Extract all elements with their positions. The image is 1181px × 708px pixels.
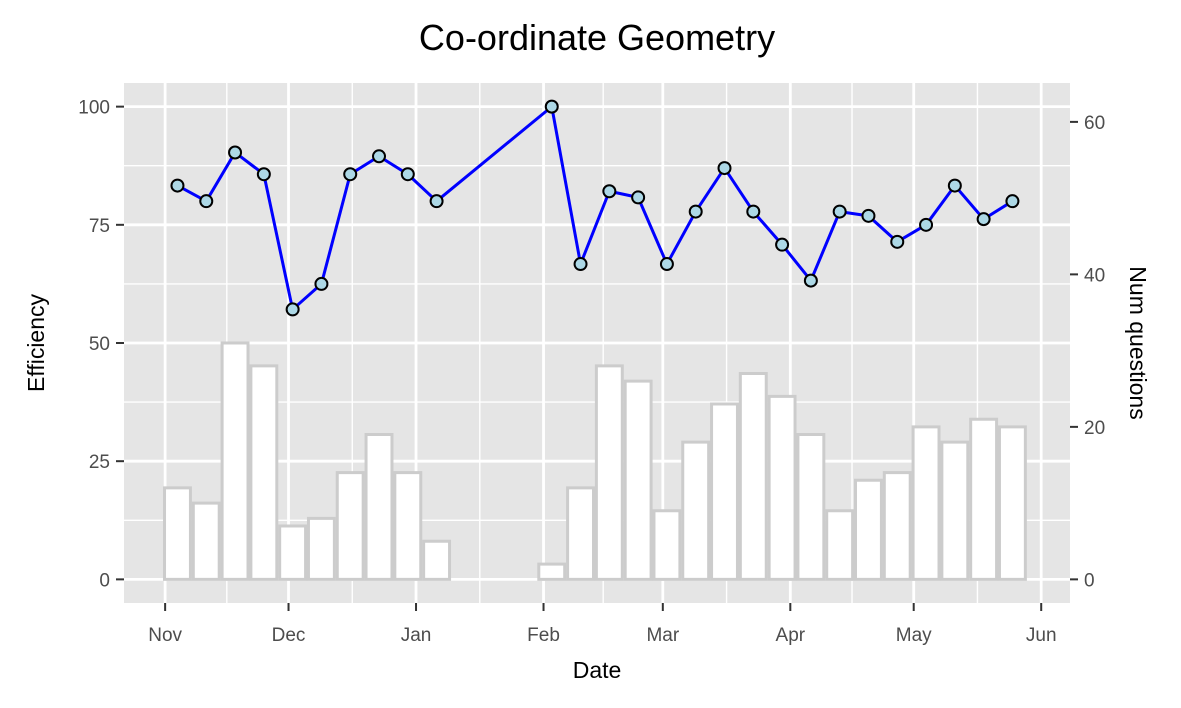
bar xyxy=(249,364,279,581)
bar xyxy=(825,509,855,581)
bar xyxy=(566,486,596,581)
line-point xyxy=(372,149,387,164)
line-point xyxy=(688,204,703,219)
x-tick-label: Feb xyxy=(527,625,560,646)
bar xyxy=(393,471,423,581)
line-point xyxy=(775,237,790,252)
y-right-tick-label: 20 xyxy=(1084,418,1105,439)
bar xyxy=(163,486,192,581)
y-left-tick-label: 75 xyxy=(89,216,110,237)
bar xyxy=(969,417,999,581)
bar xyxy=(278,524,308,581)
y-right-tick-label: 0 xyxy=(1084,570,1095,591)
bar xyxy=(623,379,653,581)
line-point xyxy=(285,302,300,317)
x-tick-label: Nov xyxy=(148,625,182,646)
x-axis-title: Date xyxy=(573,657,622,683)
bar xyxy=(594,364,624,581)
line-point xyxy=(746,204,761,219)
bar xyxy=(882,471,912,581)
bar xyxy=(911,425,941,581)
y-left-tick-label: 100 xyxy=(78,98,110,119)
y-axis-right-title: Num questions xyxy=(1125,266,1151,419)
bar xyxy=(220,341,250,581)
line-point xyxy=(573,257,588,272)
line-point xyxy=(717,161,732,176)
y-axis-left-title: Efficiency xyxy=(23,293,49,392)
line-point xyxy=(861,208,876,223)
y-left-tick-label: 25 xyxy=(89,452,110,473)
line-point xyxy=(256,167,271,182)
bar xyxy=(335,471,365,581)
bar xyxy=(652,509,682,581)
line-point xyxy=(228,145,243,160)
y-left-tick-label: 50 xyxy=(89,334,110,355)
bar xyxy=(767,394,797,581)
x-tick-label: Jan xyxy=(401,625,432,646)
chart-title: Co-ordinate Geometry xyxy=(419,17,775,58)
y-right-tick-label: 60 xyxy=(1084,113,1105,134)
line-point xyxy=(947,178,962,193)
x-tick-label: Dec xyxy=(272,625,306,646)
line-point xyxy=(429,194,444,209)
line-point xyxy=(919,217,934,232)
bar xyxy=(940,440,970,581)
line-point xyxy=(832,204,847,219)
bar xyxy=(306,516,336,581)
bar xyxy=(422,539,452,581)
line-point xyxy=(343,167,358,182)
line-point xyxy=(890,234,905,249)
line-point xyxy=(544,99,559,114)
line-point xyxy=(400,167,415,182)
bar xyxy=(364,432,394,581)
bar xyxy=(997,425,1027,581)
line-point xyxy=(803,273,818,288)
x-tick-label: Apr xyxy=(776,625,806,646)
y-right-tick-label: 40 xyxy=(1084,265,1105,286)
line-point xyxy=(314,276,329,291)
y-left-tick-label: 0 xyxy=(99,570,110,591)
bar xyxy=(710,402,739,581)
plot-area: Nov Dec Jan Feb Mar Apr May Jun 0 25 50 75 100 0 20 40 6… xyxy=(78,83,1105,646)
line-point xyxy=(199,194,214,209)
line-point xyxy=(170,178,185,193)
line-point xyxy=(602,184,617,199)
bar xyxy=(681,440,711,581)
bar xyxy=(537,562,567,581)
bar xyxy=(191,501,221,581)
line-point xyxy=(976,212,991,227)
x-tick-label: May xyxy=(896,625,932,646)
bar xyxy=(738,371,768,581)
x-tick-label: Jun xyxy=(1026,625,1057,646)
bar xyxy=(796,432,826,581)
line-point xyxy=(659,257,674,272)
bar xyxy=(854,478,883,581)
line-point xyxy=(631,190,646,205)
x-tick-label: Mar xyxy=(646,625,679,646)
line-point xyxy=(1005,194,1020,209)
